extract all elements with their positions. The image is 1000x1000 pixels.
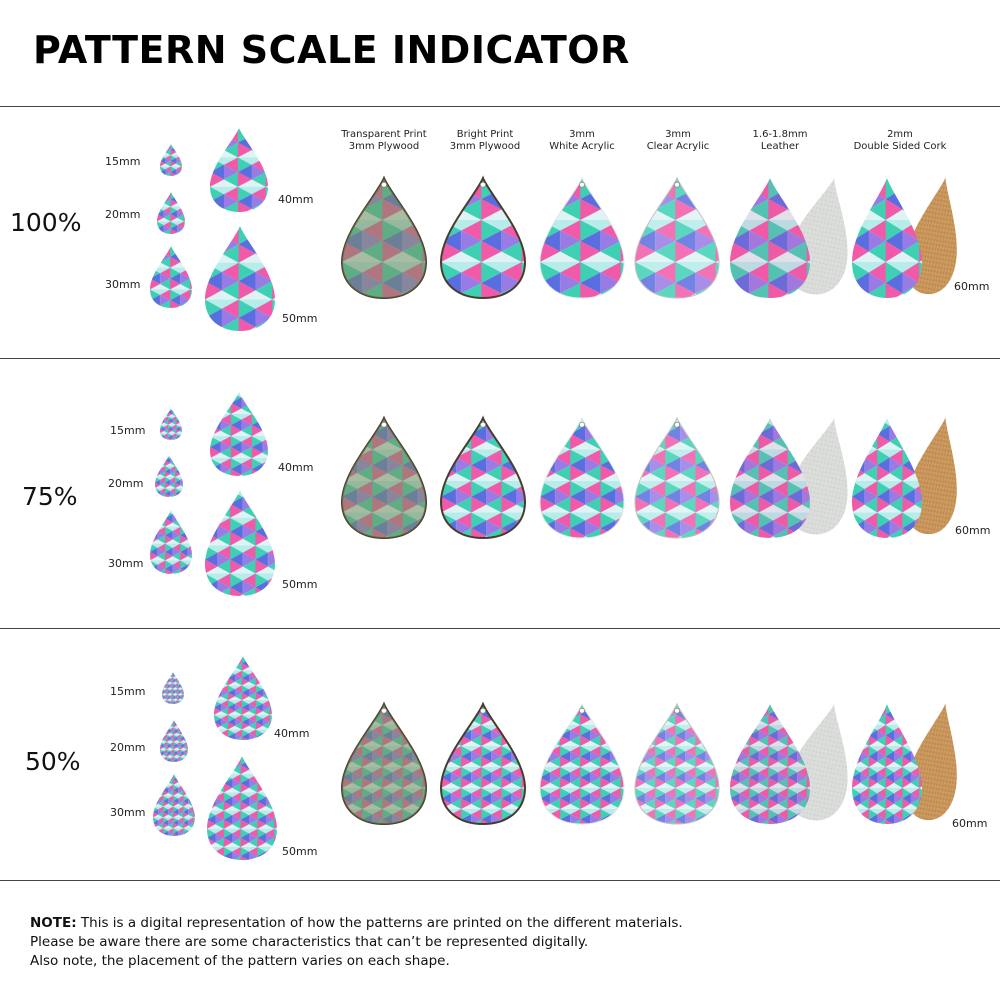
material-label-clear-acrylic: 3mm Clear Acrylic: [646, 129, 710, 152]
size-swatch: [150, 510, 192, 574]
swatch-leather-front: [730, 178, 810, 298]
divider-top: [0, 106, 1000, 107]
material-label-cork: 2mm Double Sided Cork: [853, 129, 947, 152]
swatch-cork-front: [852, 418, 922, 538]
divider-1: [0, 358, 1000, 359]
size-label-20mm: 20mm: [105, 208, 141, 221]
size-swatch: [205, 226, 275, 331]
size-label-60mm: 60mm: [955, 524, 991, 537]
note-line-3: Also note, the placement of the pattern …: [30, 953, 450, 969]
material-label-bright-plywood: Bright Print 3mm Plywood: [449, 129, 521, 152]
size-swatch: [214, 656, 272, 740]
size-label-15mm: 15mm: [110, 685, 146, 698]
material-label-transparent-plywood: Transparent Print 3mm Plywood: [341, 129, 427, 152]
size-swatch: [153, 774, 195, 836]
size-label-30mm: 30mm: [108, 557, 144, 570]
size-swatch: [162, 672, 184, 704]
size-swatch: [160, 144, 182, 176]
size-label-50mm: 50mm: [282, 312, 318, 325]
size-swatch: [157, 192, 185, 234]
swatch-bright-plywood: [441, 178, 525, 298]
size-label-50mm: 50mm: [282, 578, 318, 591]
size-label-40mm: 40mm: [278, 193, 314, 206]
size-swatch: [160, 408, 182, 440]
note-line-1: This is a digital representation of how …: [76, 915, 683, 931]
size-label-20mm: 20mm: [110, 741, 146, 754]
size-swatch: [160, 720, 188, 762]
swatch-cork-front: [852, 178, 922, 298]
size-label-30mm: 30mm: [105, 278, 141, 291]
swatch-white-acrylic: [540, 418, 624, 538]
swatch-transparent-plywood: [342, 418, 426, 538]
material-label-white-acrylic: 3mm White Acrylic: [549, 129, 615, 152]
size-swatch: [210, 128, 268, 212]
size-swatch: [207, 756, 277, 860]
size-label-15mm: 15mm: [105, 155, 141, 168]
size-swatch: [150, 246, 192, 308]
swatch-white-acrylic: [540, 178, 624, 298]
scale-label-50: 50%: [25, 747, 81, 776]
size-label-50mm: 50mm: [282, 845, 318, 858]
size-swatch: [210, 392, 268, 476]
note-line-2: Please be aware there are some character…: [30, 934, 589, 950]
swatch-transparent-plywood: [342, 704, 426, 824]
size-label-30mm: 30mm: [110, 806, 146, 819]
size-label-20mm: 20mm: [108, 477, 144, 490]
swatch-clear-acrylic: [635, 178, 719, 298]
scale-label-100: 100%: [10, 208, 82, 237]
size-swatch: [155, 455, 183, 497]
size-label-60mm: 60mm: [954, 280, 990, 293]
swatch-clear-acrylic: [635, 704, 719, 824]
swatch-bright-plywood: [441, 704, 525, 824]
scale-label-75: 75%: [22, 482, 78, 511]
swatch-leather-front: [730, 704, 810, 824]
swatch-transparent-plywood: [342, 178, 426, 298]
disclaimer-note: NOTE: This is a digital representation o…: [30, 914, 683, 971]
swatch-cork-front: [852, 704, 922, 824]
size-label-40mm: 40mm: [274, 727, 310, 740]
swatch-leather-front: [730, 418, 810, 538]
size-label-15mm: 15mm: [110, 424, 146, 437]
page-title: PATTERN SCALE INDICATOR: [33, 28, 630, 72]
size-label-60mm: 60mm: [952, 817, 988, 830]
size-label-40mm: 40mm: [278, 461, 314, 474]
swatch-clear-acrylic: [635, 418, 719, 538]
swatch-bright-plywood: [441, 418, 525, 538]
size-swatch: [205, 490, 275, 596]
divider-2: [0, 628, 1000, 629]
note-label: NOTE:: [30, 915, 77, 931]
swatch-white-acrylic: [540, 704, 624, 824]
material-label-leather: 1.6-1.8mm Leather: [752, 129, 808, 152]
divider-3: [0, 880, 1000, 881]
